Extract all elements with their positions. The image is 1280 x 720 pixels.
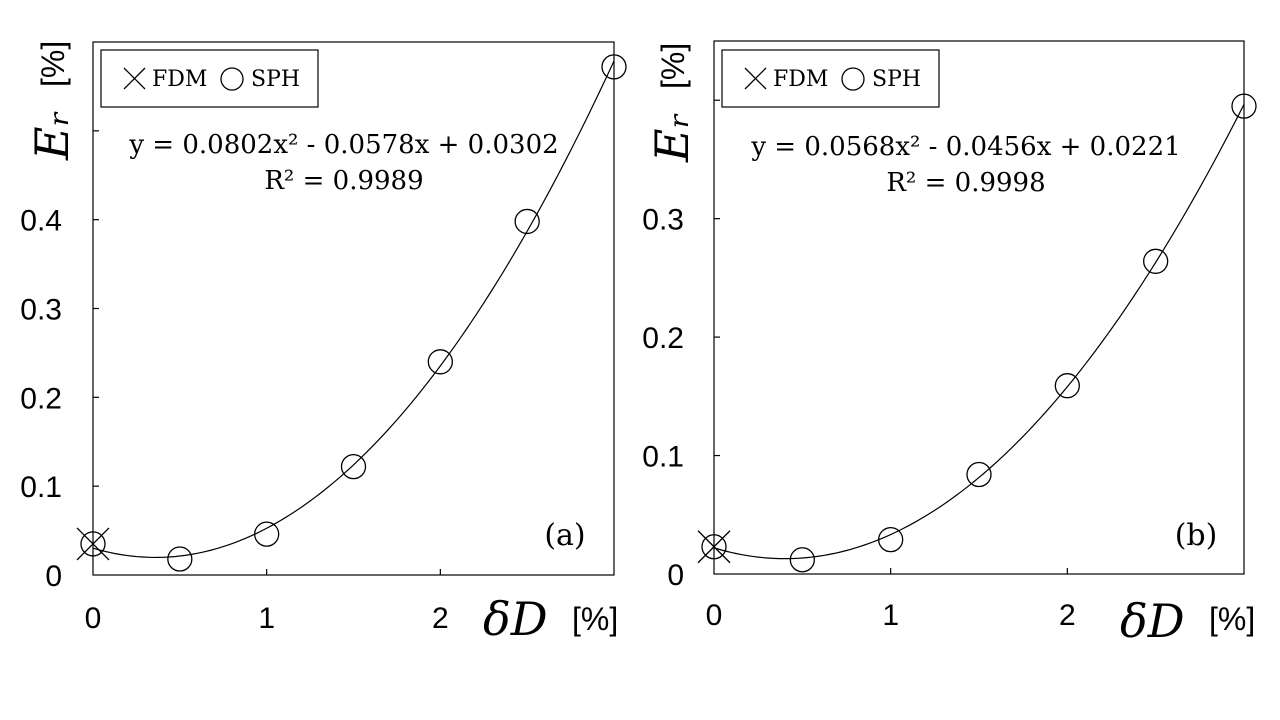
y-axis-symbol-a: Eᵣ [25, 110, 79, 161]
sph-point [254, 521, 280, 547]
tick-marks-b [714, 99, 1068, 574]
legend-b: FDM SPH [721, 49, 940, 108]
legend-sph-marker-b [841, 67, 865, 91]
y-tick-label: 0.1 [20, 471, 62, 504]
sph-point [789, 547, 815, 573]
fit-r2-a: R² = 0.9989 [264, 166, 423, 196]
y-axis-label-a: Eᵣ [%] [25, 41, 79, 161]
fdm-point-stroke [76, 527, 110, 561]
x-tick-labels-a: 0 1 2 [85, 602, 449, 635]
x-tick-label: 2 [1059, 599, 1076, 632]
y-tick-label: 0.2 [642, 322, 684, 355]
sph-point [514, 208, 540, 235]
data-marks-b [697, 93, 1257, 573]
legend-a: FDM SPH [100, 49, 319, 108]
plot-frame-a [92, 41, 615, 576]
data-marks-a [76, 54, 627, 572]
panel-a: 0 0.1 0.2 0.3 0.4 0 1 2 FDM SPH y = 0.0802x² -… [20, 41, 627, 646]
fdm-point-stroke [697, 530, 731, 564]
y-axis-label-b: Eᵣ [%] [645, 43, 699, 163]
sph-point [167, 546, 193, 572]
fit-equation-b: y = 0.0568x² - 0.0456x + 0.0221 [750, 132, 1180, 162]
panel-label-a: (a) [544, 518, 585, 553]
panel-label-b: (b) [1175, 518, 1218, 553]
x-tick-label: 2 [432, 602, 449, 635]
sph-point [966, 461, 992, 488]
x-axis-unit-a: [%] [572, 601, 618, 637]
legend-sph-label-a: SPH [251, 67, 300, 92]
x-axis-symbol-a: δD [483, 592, 548, 646]
sph-point [340, 453, 367, 480]
y-tick-label: 0.3 [20, 294, 62, 327]
sph-point [701, 534, 727, 560]
legend-sph-marker-a [220, 67, 244, 91]
fdm-point [76, 527, 110, 561]
legend-fdm-marker-a [123, 67, 146, 90]
x-tick-label: 1 [882, 599, 899, 632]
fit-curve-b [713, 104, 1245, 560]
legend-box-a [100, 49, 319, 108]
x-tick-labels-b: 0 1 2 [706, 599, 1076, 632]
legend-fdm-marker-b [744, 67, 767, 90]
sph-point [601, 54, 627, 80]
sph-point [1054, 373, 1080, 399]
fdm-point [697, 530, 731, 564]
x-tick-label: 1 [258, 602, 275, 635]
y-tick-label: 0 [667, 559, 684, 592]
y-tick-label: 0.2 [20, 382, 62, 415]
tick-marks-a [93, 130, 441, 575]
y-axis-unit-b: [%] [655, 43, 691, 89]
x-axis-unit-b: [%] [1209, 601, 1255, 637]
y-tick-labels-b: 0 0.1 0.2 0.3 [642, 204, 684, 592]
sph-point [427, 349, 453, 375]
legend-fdm-label-a: FDM [152, 67, 207, 92]
y-axis-unit-a: [%] [35, 41, 71, 87]
fit-curve-a [92, 60, 615, 559]
sph-point [80, 531, 106, 557]
sph-point [1143, 248, 1169, 274]
sph-point [878, 527, 904, 553]
x-tick-label: 0 [706, 599, 723, 632]
y-tick-label: 0.1 [642, 441, 684, 474]
plot-frame-b [713, 40, 1245, 575]
x-axis-symbol-b: δD [1120, 594, 1185, 648]
y-axis-symbol-b: Eᵣ [645, 112, 699, 163]
x-tick-label: 0 [85, 602, 102, 635]
y-tick-labels-a: 0 0.1 0.2 0.3 0.4 [20, 205, 62, 593]
legend-sph-label-b: SPH [872, 67, 921, 92]
panel-b: 0 0.1 0.2 0.3 0 1 2 FDM SPH y = 0.0568x² - 0.… [642, 40, 1257, 648]
y-tick-label: 0.4 [20, 205, 62, 238]
fit-r2-b: R² = 0.9998 [886, 168, 1045, 198]
legend-box-b [721, 49, 940, 108]
fit-equation-a: y = 0.0802x² - 0.0578x + 0.0302 [128, 130, 558, 160]
y-tick-label: 0 [45, 560, 62, 593]
legend-fdm-label-b: FDM [773, 67, 828, 92]
sph-point [1231, 93, 1257, 119]
y-tick-label: 0.3 [642, 204, 684, 237]
